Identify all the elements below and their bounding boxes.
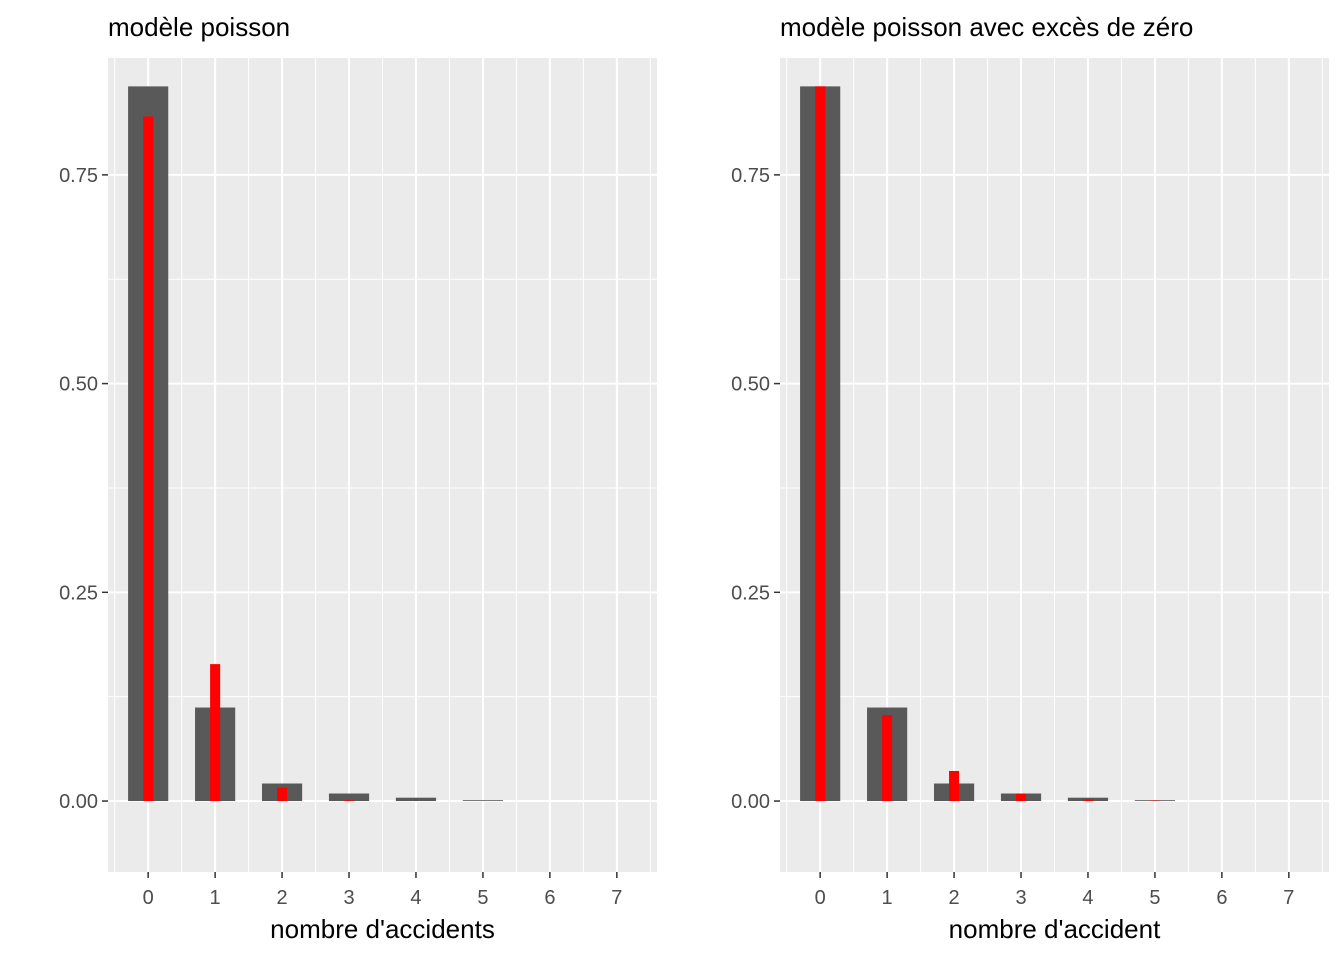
panel-poisson: modèle poisson 0.00 0.25 0.50 0.75 0 1 2 3 4 5 6 7… [59, 12, 657, 944]
y-tick-label: 0.50 [731, 374, 770, 396]
y-axis: 0.00 0.25 0.50 0.75 [731, 165, 780, 813]
x-tick-label: 7 [1283, 887, 1294, 909]
x-tick-label: 1 [210, 887, 221, 909]
x-tick-label: 5 [477, 887, 488, 909]
x-tick-label: 0 [143, 887, 154, 909]
x-tick-label: 3 [1015, 887, 1026, 909]
observed-bar-3 [328, 793, 370, 802]
x-tick-label: 7 [611, 887, 622, 909]
panel-title: modèle poisson avec excès de zéro [780, 12, 1193, 42]
model-bars [143, 116, 355, 802]
x-axis-title: nombre d'accidents [270, 914, 495, 944]
panel-title: modèle poisson [108, 12, 290, 42]
observed-bar-4 [395, 797, 437, 802]
model-bar-4 [1082, 799, 1093, 802]
model-bar-1 [882, 715, 893, 802]
model-bar-0 [815, 86, 826, 802]
x-tick-label: 0 [815, 887, 826, 909]
grid-lines [780, 58, 1329, 872]
model-bar-0 [143, 116, 154, 802]
y-tick-label: 0.00 [59, 791, 98, 813]
y-tick-label: 0.50 [59, 374, 98, 396]
x-axis-title: nombre d'accident [949, 914, 1161, 944]
x-tick-label: 3 [343, 887, 354, 909]
model-bars [815, 86, 1160, 802]
y-tick-label: 0.25 [731, 582, 770, 604]
x-tick-label: 4 [1082, 887, 1093, 909]
model-bar-3 [1016, 793, 1027, 802]
x-tick-label: 6 [544, 887, 555, 909]
y-tick-label: 0.75 [59, 165, 98, 187]
observed-bar-5 [462, 800, 504, 802]
x-axis: 0 1 2 3 4 5 6 7 [143, 872, 622, 909]
x-tick-label: 4 [410, 887, 421, 909]
x-axis: 0 1 2 3 4 5 6 7 [815, 872, 1294, 909]
y-tick-label: 0.75 [731, 165, 770, 187]
model-bar-2 [949, 770, 960, 802]
x-tick-label: 1 [882, 887, 893, 909]
x-tick-label: 5 [1149, 887, 1160, 909]
y-tick-label: 0.00 [731, 791, 770, 813]
x-tick-label: 2 [949, 887, 960, 909]
model-bar-2 [277, 787, 288, 802]
x-tick-label: 6 [1216, 887, 1227, 909]
panel-poisson-excess-zero: modèle poisson avec excès de zéro 0.000.… [731, 12, 1329, 944]
y-axis: 0.00 0.25 0.50 0.75 [59, 165, 108, 813]
model-bar-3 [344, 800, 355, 802]
model-bar-1 [210, 664, 221, 802]
x-tick-label: 2 [277, 887, 288, 909]
y-tick-label: 0.25 [59, 582, 98, 604]
